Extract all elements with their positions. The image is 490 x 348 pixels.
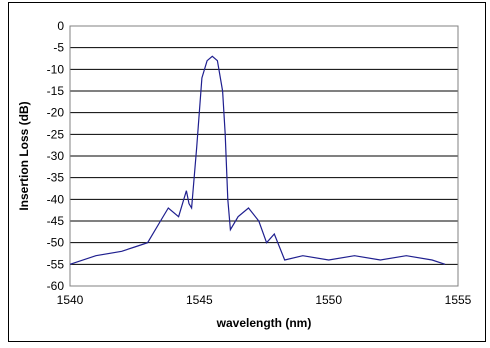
y-axis-title: Insertion Loss (dB): [17, 101, 31, 210]
plot-area-border: [69, 25, 459, 287]
y-tick-label: -45: [47, 214, 65, 228]
y-tick-label: 0: [57, 19, 64, 33]
y-tick-label: -20: [47, 106, 65, 120]
y-tick-label: -35: [47, 171, 65, 185]
x-tick-label: 1540: [57, 293, 84, 307]
x-tick-label: 1550: [315, 293, 342, 307]
y-tick-label: -10: [47, 62, 65, 76]
chart-frame: [8, 2, 486, 342]
y-tick-label: -40: [47, 192, 65, 206]
x-tick-label: 1545: [186, 293, 213, 307]
y-tick-label: -25: [47, 127, 65, 141]
y-tick-label: -15: [47, 84, 65, 98]
x-tick-label: 1555: [445, 293, 472, 307]
series-line: [69, 55, 446, 265]
x-tick-labels: 1540 1545 1550 1555: [57, 293, 472, 307]
gridlines: [70, 25, 458, 287]
y-tick-label: -50: [47, 236, 65, 250]
y-tick-label: -60: [47, 279, 65, 293]
y-tick-label: -5: [53, 41, 64, 55]
y-tick-labels: 0 -5 -10 -15 -20 -25 -30 -35 -40 -45 -50 -55 -60: [47, 19, 65, 293]
series-group: [69, 55, 446, 265]
y-tick-label: -55: [47, 257, 65, 271]
y-tick-label: -30: [47, 149, 65, 163]
x-axis-title: wavelength (nm): [216, 316, 312, 330]
